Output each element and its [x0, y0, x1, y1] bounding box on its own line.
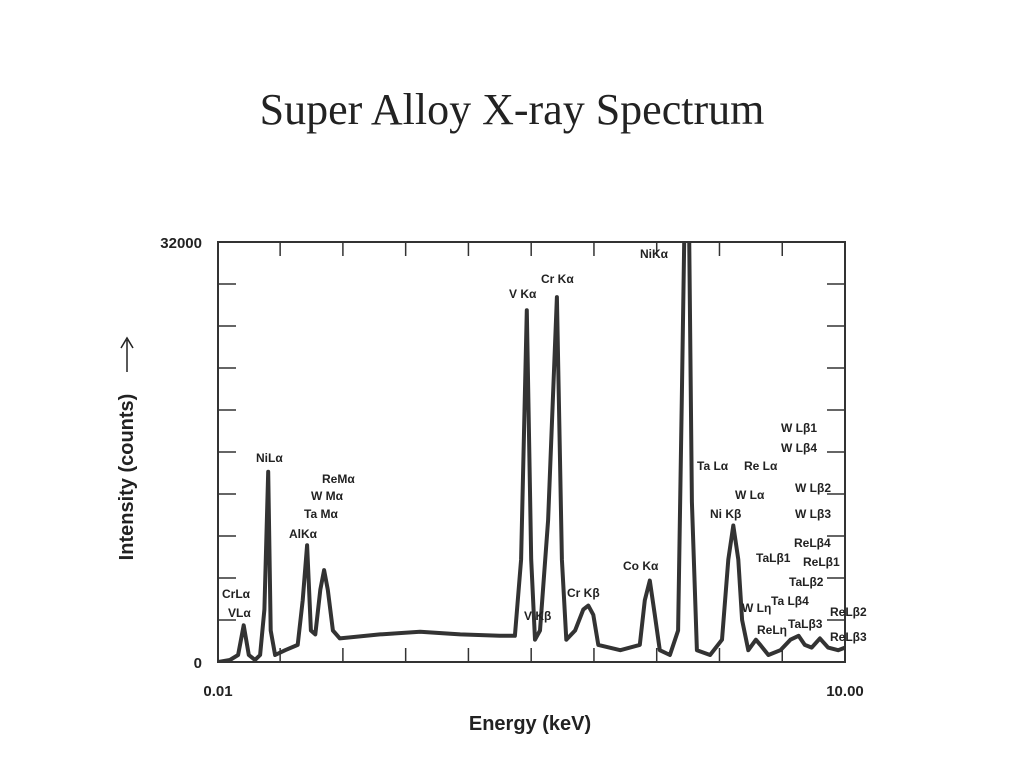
- spectrum-line: [218, 242, 845, 662]
- peak-label: ReLβ3: [830, 630, 867, 644]
- peak-label: ReLβ2: [830, 605, 867, 619]
- peak-label: TaLβ3: [788, 617, 823, 631]
- peak-label: CrLα: [222, 587, 251, 601]
- y-axis-label: Intensity (counts): [116, 394, 138, 561]
- peak-label: Ta Lα: [697, 459, 729, 473]
- peak-label: Re Lα: [744, 459, 778, 473]
- peak-label: TaLβ1: [756, 551, 791, 565]
- x-tick-label: 10.00: [826, 683, 864, 700]
- peak-label: Co Kα: [623, 559, 659, 573]
- peak-label: W Lβ1: [781, 421, 817, 435]
- peak-label: W Lβ4: [781, 441, 817, 455]
- peak-label: ReMα: [322, 472, 355, 486]
- peak-label: Ta Lβ4: [771, 594, 809, 608]
- chart-title: Super Alloy X-ray Spectrum: [260, 85, 765, 134]
- x-axis-label: Energy (keV): [469, 713, 591, 735]
- y-tick-label: 32000: [160, 235, 202, 252]
- peak-label: TaLβ2: [789, 575, 824, 589]
- y-arrow: [120, 336, 134, 372]
- peak-label: Cr Kα: [541, 272, 574, 286]
- peak-label: NiKα: [640, 247, 669, 261]
- x-tick-label: 0.01: [203, 683, 232, 700]
- peak-label: V Kβ: [524, 609, 551, 623]
- peak-label: W Mα: [311, 489, 344, 503]
- peak-label: V Kα: [509, 287, 537, 301]
- peak-label: ReLβ1: [803, 555, 840, 569]
- peak-label: Cr Kβ: [567, 586, 600, 600]
- peak-label: AlKα: [289, 527, 318, 541]
- peak-label: W Lη: [742, 601, 771, 615]
- peak-label: ReLβ4: [794, 536, 831, 550]
- peak-label: W Lβ2: [795, 481, 831, 495]
- peak-label: NiLα: [256, 451, 283, 465]
- peak-label: Ta Mα: [304, 507, 338, 521]
- peak-label: VLα: [228, 606, 251, 620]
- peak-label: W Lβ3: [795, 507, 831, 521]
- peak-label: W Lα: [735, 488, 765, 502]
- y-tick-label: 0: [194, 655, 202, 672]
- peak-label: ReLη: [757, 623, 787, 637]
- peak-label: Ni Kβ: [710, 507, 741, 521]
